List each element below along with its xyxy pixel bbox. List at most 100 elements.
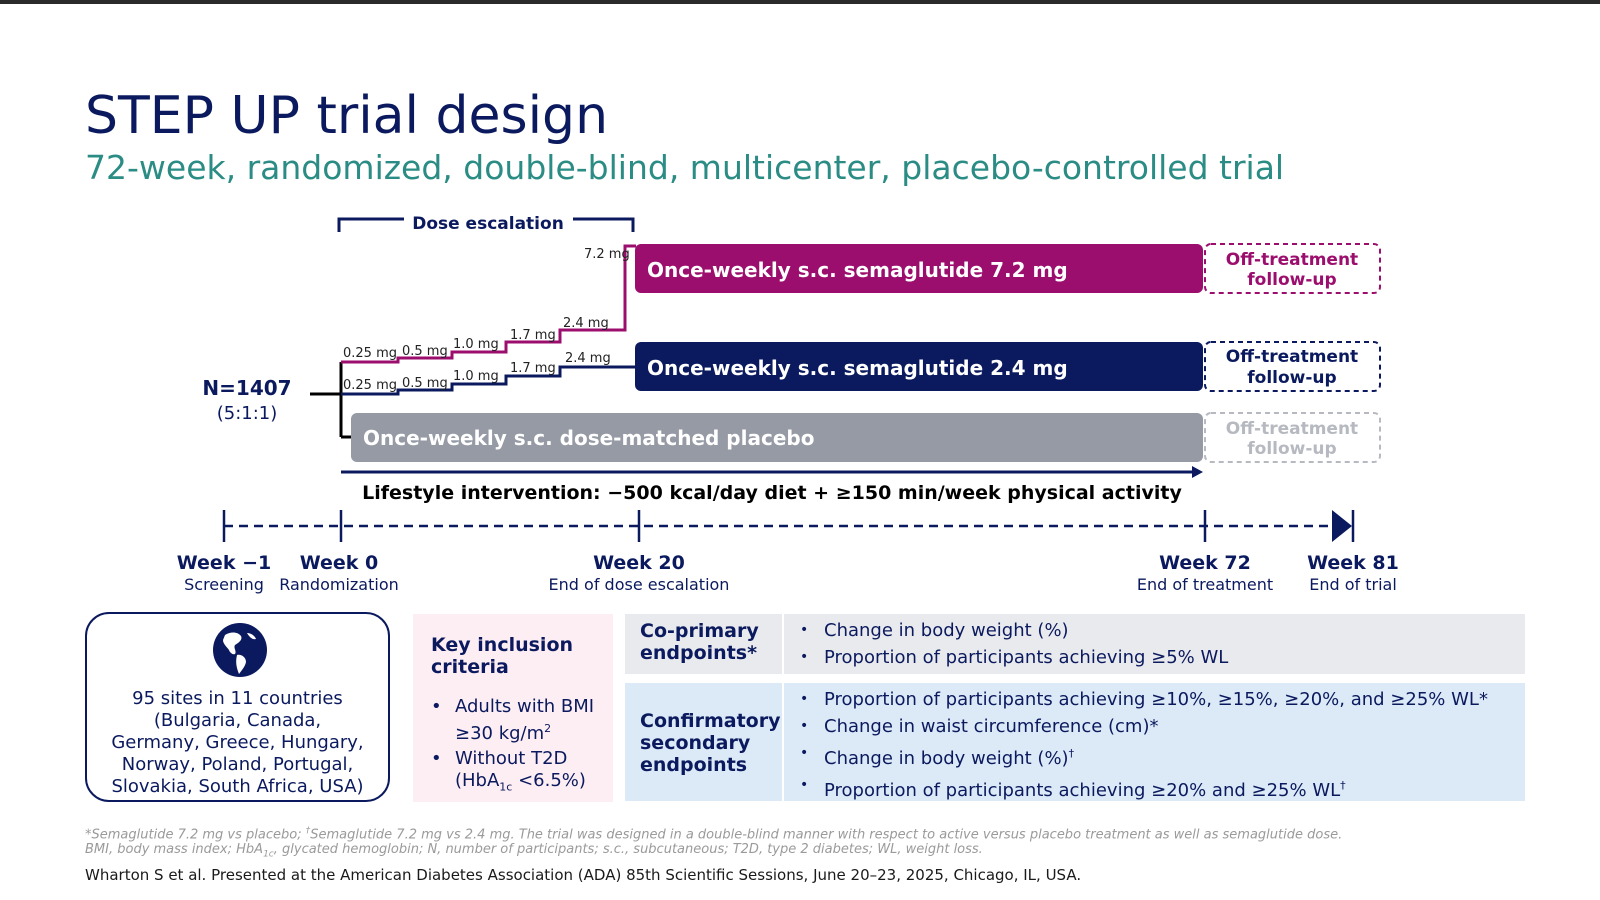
top-border — [0, 0, 1600, 4]
coprimary-item-2: Proportion of participants achieving ≥5%… — [800, 644, 1228, 671]
arm-24-treatment-bar — [635, 342, 1203, 391]
confirmatory-item-4-text: Proportion of participants achieving ≥20… — [824, 780, 1341, 801]
arm-72-followup-text-2: follow-up — [1247, 270, 1336, 290]
globe-icon — [213, 623, 267, 677]
confirmatory-item-4-dagger: † — [1340, 779, 1346, 792]
arm-72-followup-box — [1204, 243, 1381, 294]
timeline-week-screening: Week −1 — [177, 552, 271, 574]
inclusion-item-bmi-line-2: ≥30 kg/m2 — [455, 718, 594, 745]
timeline-desc-week72: End of treatment — [1137, 575, 1273, 594]
hba1c-threshold: <6.5%) — [512, 770, 586, 791]
arm-72-step-5: 2.4 mg — [563, 316, 609, 331]
arm-24-step-3: 1.0 mg — [453, 369, 499, 384]
bmi-unit-superscript: 2 — [544, 722, 552, 735]
confirmatory-label-line-3: endpoints — [640, 754, 748, 776]
timeline-week-72: Week 72 — [1159, 552, 1251, 574]
confirmatory-item-3-text: Change in body weight (%) — [824, 748, 1069, 769]
dose-escalation-label: Dose escalation — [412, 214, 564, 234]
footnote-line-2: BMI, body mass index; HbA1c, glycated he… — [85, 842, 983, 860]
coprimary-label-line-1: Co-primary — [640, 620, 759, 642]
coprimary-list: Change in body weight (%) Proportion of … — [800, 617, 1228, 671]
arm-24-dose-steps — [341, 365, 636, 396]
sites-line-5: Slovakia, South Africa, USA) — [111, 776, 364, 797]
arm-72-step-6: 7.2 mg — [584, 247, 630, 262]
footnote-1-dagger: † — [305, 826, 311, 836]
confirmatory-item-2: Change in waist circumference (cm)* — [800, 713, 1488, 740]
confirmatory-endpoints-panel: Confirmatory secondary endpoints Proport… — [625, 683, 1525, 801]
confirmatory-item-3: Change in body weight (%)† — [800, 740, 1488, 772]
arm-72-step-3: 1.0 mg — [453, 337, 499, 352]
footnote-2-subscript: 1c — [263, 849, 274, 860]
placebo-followup-text-2: follow-up — [1247, 439, 1336, 459]
coprimary-label-line-2: endpoints* — [640, 642, 758, 664]
hba1c-label: (HbA — [455, 770, 500, 791]
arm-72-step-1: 0.25 mg — [343, 346, 397, 361]
sites-line-3: Germany, Greece, Hungary, — [111, 732, 364, 753]
placebo-treatment-bar — [351, 413, 1203, 462]
arm-24-treatment-label: Once-weekly s.c. semaglutide 2.4 mg — [647, 356, 1068, 380]
sites-description: 95 sites in 11 countries (Bulgaria, Cana… — [87, 688, 388, 798]
coprimary-divider — [782, 614, 784, 674]
page-subtitle: 72-week, randomized, double-blind, multi… — [85, 148, 1285, 187]
placebo-followup-box — [1204, 412, 1381, 463]
timeline-week-81: Week 81 — [1307, 552, 1399, 574]
confirmatory-list: Proportion of participants achieving ≥10… — [800, 686, 1488, 804]
footnote-2-part-b: , glycated hemoglobin; N, number of part… — [273, 842, 983, 857]
footnote-1-part-a: *Semaglutide 7.2 mg vs placebo; — [85, 827, 306, 843]
footnote-line-1: *Semaglutide 7.2 mg vs placebo; †Semaglu… — [85, 826, 1342, 842]
confirmatory-item-4: Proportion of participants achieving ≥20… — [800, 772, 1488, 804]
hba1c-subscript: 1c — [499, 780, 513, 794]
coprimary-endpoints-panel: Co-primary endpoints* Change in body wei… — [625, 614, 1525, 674]
arm-24-step-2: 0.5 mg — [402, 376, 448, 391]
confirmatory-item-3-dagger: † — [1068, 747, 1075, 760]
inclusion-title-line-2: criteria — [431, 656, 509, 678]
timeline-week-0: Week 0 — [300, 552, 379, 574]
confirmatory-label-line-1: Confirmatory — [640, 710, 781, 732]
inclusion-item-bmi: Adults with BMI ≥30 kg/m2 — [431, 696, 594, 745]
arm-24-step-1: 0.25 mg — [343, 378, 397, 393]
inclusion-item-t2d-line-1: Without T2D — [455, 748, 568, 769]
timeline-desc-randomization: Randomization — [279, 575, 399, 594]
placebo-followup-text-1: Off-treatment — [1226, 419, 1358, 439]
arm-24-followup-text-1: Off-treatment — [1226, 347, 1358, 367]
inclusion-list: Adults with BMI ≥30 kg/m2 Without T2D (H… — [431, 696, 594, 802]
randomization-ratio: (5:1:1) — [217, 403, 278, 424]
inclusion-criteria-panel: Key inclusion criteria Adults with BMI ≥… — [413, 614, 613, 802]
bmi-threshold: ≥30 kg/m — [455, 723, 545, 744]
timeline-week-20: Week 20 — [593, 552, 685, 574]
confirmatory-label-line-2: secondary — [640, 732, 751, 754]
reference-citation: Wharton S et al. Presented at the Americ… — [85, 866, 1082, 884]
timeline-desc-week81: End of trial — [1309, 575, 1397, 594]
footnote-2-part-a: BMI, body mass index; HbA — [85, 842, 264, 857]
randomization-connector — [310, 362, 343, 437]
confirmatory-label: Confirmatory secondary endpoints — [640, 710, 781, 776]
timeline-desc-screening: Screening — [184, 575, 264, 594]
confirmatory-divider — [782, 683, 784, 801]
timeline-end-arrow — [1332, 510, 1352, 542]
inclusion-item-bmi-line-1: Adults with BMI — [455, 696, 595, 717]
arm-24-step-5: 2.4 mg — [565, 351, 611, 366]
footnote-1-part-b: Semaglutide 7.2 mg vs 2.4 mg. The trial … — [310, 827, 1343, 843]
page-title: STEP UP trial design — [85, 86, 609, 146]
arm-72-step-2: 0.5 mg — [402, 344, 448, 359]
arm-72-step-4: 1.7 mg — [510, 328, 556, 343]
inclusion-item-t2d: Without T2D (HbA1c <6.5%) — [431, 748, 594, 799]
enrollment-count: N=1407 — [202, 376, 291, 400]
lifestyle-arrow-head — [1192, 466, 1203, 478]
sites-line-1: 95 sites in 11 countries — [132, 688, 343, 709]
trial-design-diagram: Dose escalation N=1407 (5:1:1) 0.25 mg 0… — [177, 214, 1399, 594]
confirmatory-item-1: Proportion of participants achieving ≥10… — [800, 686, 1488, 713]
coprimary-label: Co-primary endpoints* — [640, 620, 759, 664]
placebo-treatment-label: Once-weekly s.c. dose-matched placebo — [363, 426, 814, 450]
sites-panel: 95 sites in 11 countries (Bulgaria, Cana… — [85, 612, 390, 802]
sites-line-4: Norway, Poland, Portugal, — [121, 754, 354, 775]
inclusion-title-line-1: Key inclusion — [431, 634, 574, 656]
arm-24-step-4: 1.7 mg — [510, 361, 556, 376]
inclusion-title: Key inclusion criteria — [431, 634, 573, 678]
dose-escalation-bracket — [337, 217, 635, 232]
sites-line-2: (Bulgaria, Canada, — [153, 710, 322, 731]
arm-72-dose-steps — [341, 244, 636, 364]
lifestyle-intervention-text: Lifestyle intervention: −500 kcal/day di… — [362, 482, 1182, 504]
arm-24-followup-text-2: follow-up — [1247, 368, 1336, 388]
arm-24-followup-box — [1204, 341, 1381, 392]
